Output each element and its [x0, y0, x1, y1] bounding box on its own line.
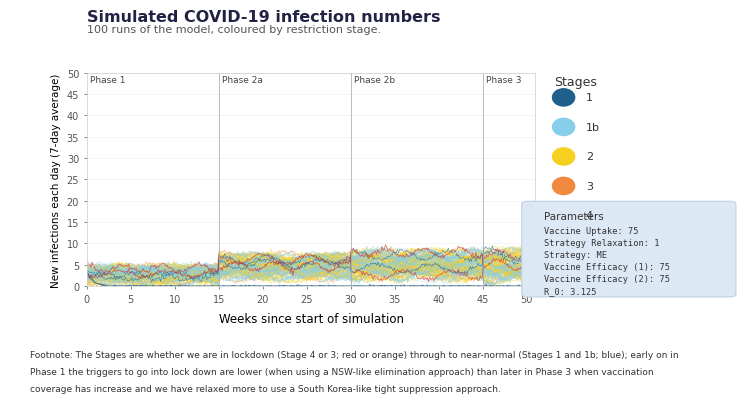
- Text: Phase 1 the triggers to go into lock down are lower (when using a NSW-like elimi: Phase 1 the triggers to go into lock dow…: [30, 367, 654, 376]
- Text: 1b: 1b: [586, 123, 600, 133]
- Text: Vaccine Uptake: 75: Vaccine Uptake: 75: [544, 226, 639, 235]
- Text: R_0: 3.125: R_0: 3.125: [544, 287, 596, 296]
- Text: Phase 2a: Phase 2a: [222, 76, 263, 85]
- Text: 1: 1: [586, 93, 593, 103]
- Circle shape: [553, 90, 575, 107]
- Text: Simulated COVID-19 infection numbers: Simulated COVID-19 infection numbers: [87, 10, 440, 25]
- Text: Strategy Relaxation: 1: Strategy Relaxation: 1: [544, 238, 660, 247]
- Text: Phase 1: Phase 1: [90, 76, 126, 85]
- Text: Phase 3: Phase 3: [486, 76, 522, 85]
- Text: Strategy: ME: Strategy: ME: [544, 250, 607, 259]
- Circle shape: [553, 148, 575, 166]
- Text: Vaccine Efficacy (2): 75: Vaccine Efficacy (2): 75: [544, 275, 670, 284]
- Text: Stages: Stages: [554, 76, 597, 89]
- Text: 3: 3: [586, 182, 593, 191]
- Text: Parameters: Parameters: [544, 212, 604, 222]
- FancyBboxPatch shape: [522, 202, 736, 297]
- Text: 4: 4: [586, 211, 593, 221]
- Text: Vaccine Efficacy (1): 75: Vaccine Efficacy (1): 75: [544, 263, 670, 272]
- Text: coverage has increase and we have relaxed more to use a South Korea-like tight s: coverage has increase and we have relaxe…: [30, 384, 501, 393]
- Text: 100 runs of the model, coloured by restriction stage.: 100 runs of the model, coloured by restr…: [87, 25, 381, 34]
- Text: Footnote: The Stages are whether we are in lockdown (Stage 4 or 3; red or orange: Footnote: The Stages are whether we are …: [30, 350, 679, 359]
- Circle shape: [553, 178, 575, 195]
- Text: 2: 2: [586, 152, 593, 162]
- Circle shape: [553, 207, 575, 225]
- X-axis label: Weeks since start of simulation: Weeks since start of simulation: [219, 312, 403, 325]
- Y-axis label: New infections each day (7-day average): New infections each day (7-day average): [51, 73, 61, 287]
- Text: Phase 2b: Phase 2b: [354, 76, 395, 85]
- Circle shape: [553, 119, 575, 136]
